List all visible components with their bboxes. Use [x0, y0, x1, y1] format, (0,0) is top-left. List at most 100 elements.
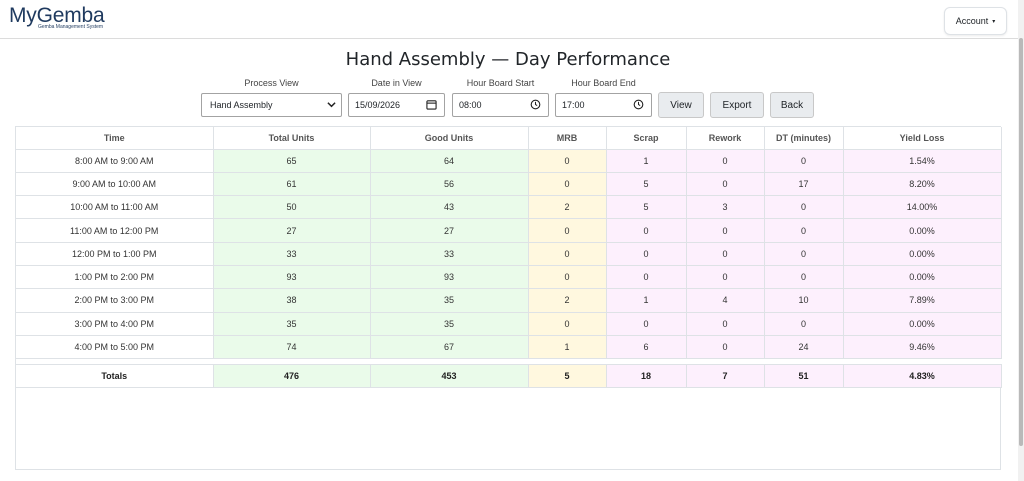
- col-header-dt[interactable]: DT (minutes): [764, 127, 844, 150]
- table-header-row: Time Total Units Good Units MRB Scrap Re…: [16, 127, 1002, 150]
- table-row: 8:00 AM to 9:00 AM 65 64 0 1 0 0 1.54%: [16, 149, 1002, 173]
- cell-time: 9:00 AM to 10:00 AM: [16, 172, 214, 197]
- cell-time: 11:00 AM to 12:00 PM: [16, 218, 214, 243]
- cell-dt: 0: [764, 195, 844, 220]
- col-header-mrb[interactable]: MRB: [528, 127, 607, 150]
- caret-down-icon: ▾: [992, 18, 996, 25]
- cell-mrb: 0: [528, 265, 607, 290]
- cell-dt: 0: [764, 218, 844, 243]
- date-value: 15/09/2026: [355, 100, 401, 110]
- cell-dt: 0: [764, 149, 844, 173]
- clock-icon[interactable]: [633, 99, 644, 113]
- table-row: 1:00 PM to 2:00 PM 93 93 0 0 0 0 0.00%: [16, 265, 1002, 290]
- cell-time: 4:00 PM to 5:00 PM: [16, 335, 214, 360]
- back-button[interactable]: Back: [770, 92, 814, 118]
- cell-good-units: 64: [370, 149, 529, 173]
- table-row: 10:00 AM to 11:00 AM 50 43 2 5 3 0 14.00%: [16, 195, 1002, 220]
- cell-time: 3:00 PM to 4:00 PM: [16, 312, 214, 336]
- cell-dt: 0: [764, 312, 844, 336]
- spacer-cell: [16, 358, 1001, 366]
- scrollbar-thumb[interactable]: [1019, 38, 1023, 446]
- cell-yield-loss: 0.00%: [843, 218, 1002, 243]
- col-header-good-units[interactable]: Good Units: [370, 127, 529, 150]
- cell-rework: 0: [686, 265, 765, 290]
- export-button[interactable]: Export: [710, 92, 764, 118]
- start-time-value: 08:00: [459, 100, 482, 110]
- cell-time: 10:00 AM to 11:00 AM: [16, 195, 214, 220]
- process-view-value: Hand Assembly: [210, 100, 273, 110]
- vertical-scrollbar[interactable]: [1018, 0, 1024, 481]
- col-header-total-units[interactable]: Total Units: [213, 127, 371, 150]
- process-view-label: Process View: [244, 78, 299, 88]
- cell-total-units: 38: [213, 288, 371, 313]
- performance-table-container: Time Total Units Good Units MRB Scrap Re…: [15, 126, 1002, 470]
- cell-dt: 24: [764, 335, 844, 360]
- col-header-yield-loss[interactable]: Yield Loss: [843, 127, 1002, 150]
- total-cell-mrb: 5: [528, 364, 607, 389]
- cell-scrap: 6: [606, 335, 687, 360]
- calendar-icon[interactable]: [426, 99, 437, 113]
- cell-scrap: 5: [606, 172, 687, 197]
- cell-scrap: 0: [606, 242, 687, 266]
- col-header-time[interactable]: Time: [16, 127, 214, 150]
- table-spacer-row: [16, 358, 1001, 366]
- end-time-value: 17:00: [562, 100, 585, 110]
- cell-total-units: 33: [213, 242, 371, 266]
- total-cell-yield-loss: 4.83%: [843, 364, 1002, 389]
- total-cell-good-units: 453: [370, 364, 529, 389]
- cell-yield-loss: 14.00%: [843, 195, 1002, 220]
- table-row: 9:00 AM to 10:00 AM 61 56 0 5 0 17 8.20%: [16, 172, 1002, 197]
- cell-total-units: 50: [213, 195, 371, 220]
- cell-good-units: 43: [370, 195, 529, 220]
- cell-total-units: 65: [213, 149, 371, 173]
- cell-mrb: 0: [528, 242, 607, 266]
- process-view-select[interactable]: Hand Assembly: [201, 93, 342, 117]
- total-cell-scrap: 18: [606, 364, 687, 389]
- logo-title: MyGemba: [9, 4, 105, 27]
- cell-time: 8:00 AM to 9:00 AM: [16, 149, 214, 173]
- page-title: Hand Assembly — Day Performance: [345, 49, 671, 70]
- cell-rework: 0: [686, 242, 765, 266]
- table-row: 4:00 PM to 5:00 PM 74 67 1 6 0 24 9.46%: [16, 335, 1002, 360]
- col-header-rework[interactable]: Rework: [686, 127, 765, 150]
- cell-total-units: 74: [213, 335, 371, 360]
- table-row: 2:00 PM to 3:00 PM 38 35 2 1 4 10 7.89%: [16, 288, 1002, 313]
- cell-scrap: 1: [606, 149, 687, 173]
- cell-mrb: 0: [528, 172, 607, 197]
- cell-time: 12:00 PM to 1:00 PM: [16, 242, 214, 266]
- brand-logo[interactable]: MyGemba Gemba Management System: [9, 4, 105, 31]
- date-input[interactable]: 15/09/2026: [348, 93, 445, 117]
- end-time-input[interactable]: 17:00: [555, 93, 652, 117]
- account-dropdown-button[interactable]: Account ▾: [944, 7, 1007, 35]
- cell-scrap: 0: [606, 265, 687, 290]
- cell-rework: 0: [686, 149, 765, 173]
- col-header-scrap[interactable]: Scrap: [606, 127, 687, 150]
- cell-yield-loss: 9.46%: [843, 335, 1002, 360]
- clock-icon[interactable]: [530, 99, 541, 113]
- cell-yield-loss: 0.00%: [843, 242, 1002, 266]
- cell-mrb: 2: [528, 195, 607, 220]
- cell-total-units: 35: [213, 312, 371, 336]
- cell-mrb: 0: [528, 312, 607, 336]
- cell-dt: 10: [764, 288, 844, 313]
- cell-mrb: 0: [528, 218, 607, 243]
- chevron-down-icon: [327, 100, 336, 111]
- cell-dt: 0: [764, 265, 844, 290]
- total-cell-time: Totals: [16, 364, 214, 389]
- cell-good-units: 93: [370, 265, 529, 290]
- total-cell-rework: 7: [686, 364, 765, 389]
- cell-rework: 0: [686, 172, 765, 197]
- view-button[interactable]: View: [658, 92, 704, 118]
- date-label: Date in View: [371, 78, 422, 88]
- cell-rework: 0: [686, 335, 765, 360]
- end-label: Hour Board End: [571, 78, 636, 88]
- cell-total-units: 27: [213, 218, 371, 243]
- cell-total-units: 93: [213, 265, 371, 290]
- cell-scrap: 1: [606, 288, 687, 313]
- cell-good-units: 35: [370, 288, 529, 313]
- cell-yield-loss: 7.89%: [843, 288, 1002, 313]
- cell-scrap: 0: [606, 218, 687, 243]
- cell-good-units: 33: [370, 242, 529, 266]
- start-time-input[interactable]: 08:00: [452, 93, 549, 117]
- totals-row: Totals 476 453 5 18 7 51 4.83%: [16, 364, 1002, 389]
